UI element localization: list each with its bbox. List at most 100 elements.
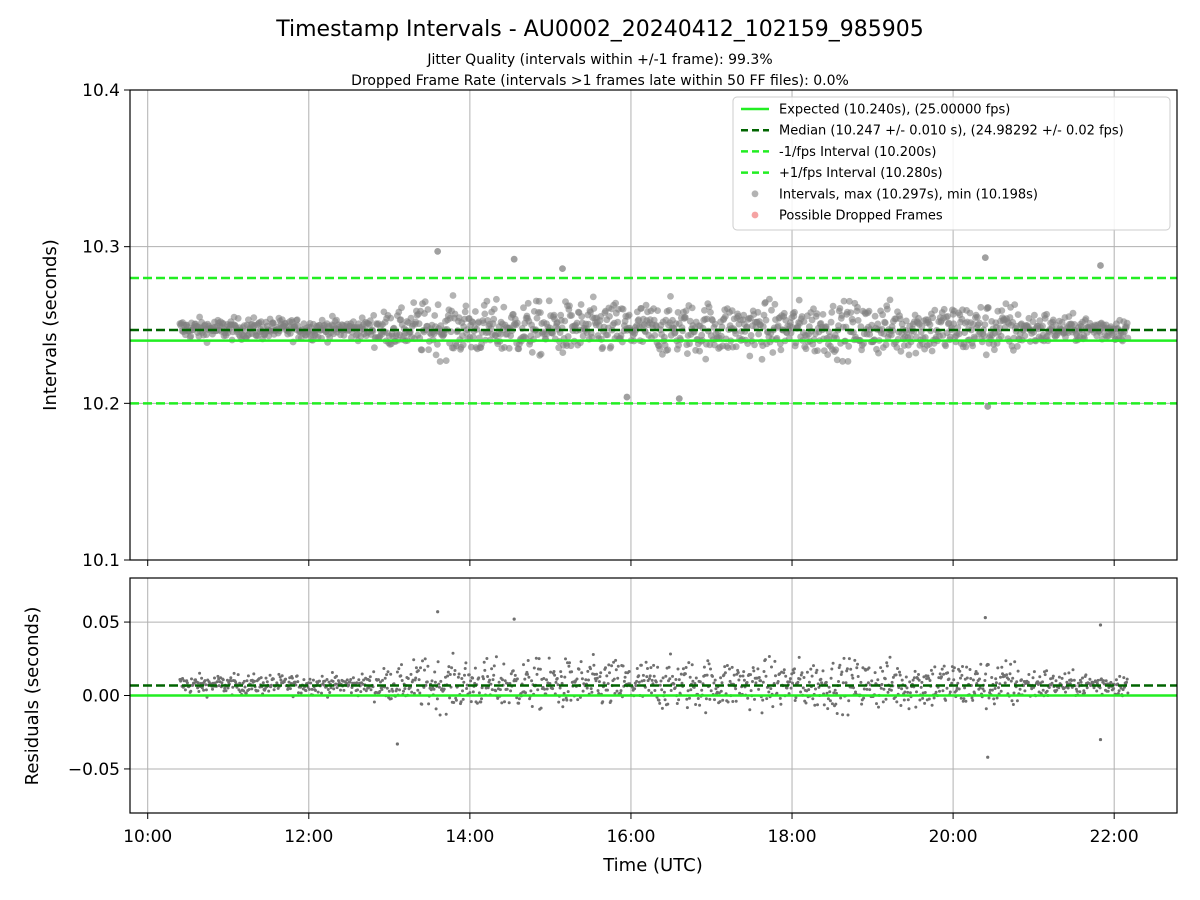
- residual-point: [471, 676, 475, 680]
- residual-point: [905, 686, 909, 690]
- residual-point: [685, 706, 689, 710]
- residual-point: [410, 690, 414, 694]
- residual-point: [442, 687, 446, 691]
- residual-point: [433, 680, 437, 684]
- interval-point: [946, 333, 954, 341]
- residual-point: [202, 688, 206, 692]
- interval-point: [842, 323, 850, 331]
- residual-point: [223, 686, 227, 690]
- residual-point: [416, 669, 420, 673]
- residual-point: [515, 677, 519, 681]
- residual-point: [509, 672, 513, 676]
- residual-point: [225, 678, 229, 682]
- residual-point: [480, 686, 484, 690]
- residual-point: [865, 687, 869, 691]
- residual-point: [364, 689, 368, 693]
- residual-point: [1043, 673, 1047, 677]
- chart-subtitle-dropped: Dropped Frame Rate (intervals >1 frames …: [351, 73, 849, 89]
- residual-point: [1096, 678, 1100, 682]
- interval-point: [827, 318, 835, 326]
- interval-point: [434, 247, 442, 255]
- residual-point: [242, 679, 246, 683]
- residual-point: [767, 655, 771, 658]
- residual-point: [831, 661, 835, 665]
- residual-point: [826, 707, 830, 711]
- residual-point: [385, 686, 389, 690]
- interval-point: [928, 347, 936, 355]
- interval-point: [682, 314, 689, 321]
- residual-point: [587, 678, 590, 682]
- residual-point: [389, 672, 393, 676]
- interval-point: [698, 331, 706, 339]
- residual-point: [663, 698, 667, 702]
- residual-point: [418, 691, 422, 695]
- residual-point: [314, 689, 317, 692]
- interval-point: [718, 323, 726, 331]
- residual-point: [847, 657, 851, 661]
- residual-point: [1041, 688, 1045, 692]
- residual-point: [566, 690, 570, 694]
- residual-point: [438, 713, 442, 717]
- interval-point: [955, 330, 963, 338]
- residual-point: [378, 690, 382, 693]
- residual-point: [530, 705, 534, 708]
- interval-point: [966, 309, 974, 317]
- residual-point: [950, 681, 954, 685]
- interval-point: [857, 323, 865, 331]
- residual-point: [1004, 659, 1008, 663]
- residual-point: [453, 669, 457, 672]
- interval-point: [612, 299, 619, 307]
- residual-point: [386, 670, 390, 674]
- interval-point: [743, 323, 751, 331]
- residual-point: [720, 681, 724, 685]
- residual-point: [895, 700, 899, 704]
- residual-point: [696, 697, 700, 700]
- residual-point: [494, 655, 498, 659]
- residual-point: [622, 679, 626, 683]
- interval-point: [836, 305, 844, 312]
- y-tick-label: 0.05: [82, 613, 120, 633]
- interval-point: [822, 323, 830, 331]
- interval-point: [599, 344, 607, 351]
- interval-point: [370, 312, 378, 319]
- legend-point-marker: [751, 190, 759, 198]
- residual-point: [1109, 680, 1113, 684]
- residual-point: [198, 671, 202, 675]
- interval-point: [522, 334, 529, 342]
- interval-point: [912, 349, 920, 357]
- residual-point: [339, 688, 342, 692]
- interval-point: [824, 351, 832, 358]
- residual-point: [555, 677, 559, 680]
- interval-point: [675, 341, 682, 349]
- residual-point: [271, 677, 275, 681]
- residual-point: [1082, 689, 1086, 693]
- residual-point: [1085, 686, 1089, 690]
- residual-point: [698, 680, 702, 684]
- residual-point: [1031, 676, 1035, 680]
- residual-point: [774, 674, 777, 678]
- interval-point: [559, 265, 566, 272]
- residual-point: [647, 688, 651, 692]
- residual-point: [444, 712, 448, 716]
- interval-point: [449, 292, 457, 299]
- residual-point: [642, 679, 646, 682]
- residual-point: [563, 675, 567, 679]
- residual-point: [913, 669, 917, 673]
- residual-point: [736, 671, 740, 674]
- residual-point: [868, 688, 872, 692]
- residual-point: [272, 688, 276, 692]
- residual-point: [732, 673, 736, 677]
- residual-point: [938, 689, 941, 693]
- interval-point: [436, 358, 444, 365]
- residual-point: [1114, 678, 1118, 682]
- residual-point: [875, 702, 878, 706]
- residual-point: [615, 689, 619, 693]
- residual-point: [265, 680, 269, 684]
- intervals-y-ticks: 10.1 10.2 10.3 10.4: [82, 81, 130, 571]
- residual-point: [741, 674, 745, 678]
- interval-point: [732, 343, 740, 351]
- interval-point: [828, 309, 836, 316]
- interval-point: [780, 309, 788, 317]
- residual-point: [345, 678, 349, 682]
